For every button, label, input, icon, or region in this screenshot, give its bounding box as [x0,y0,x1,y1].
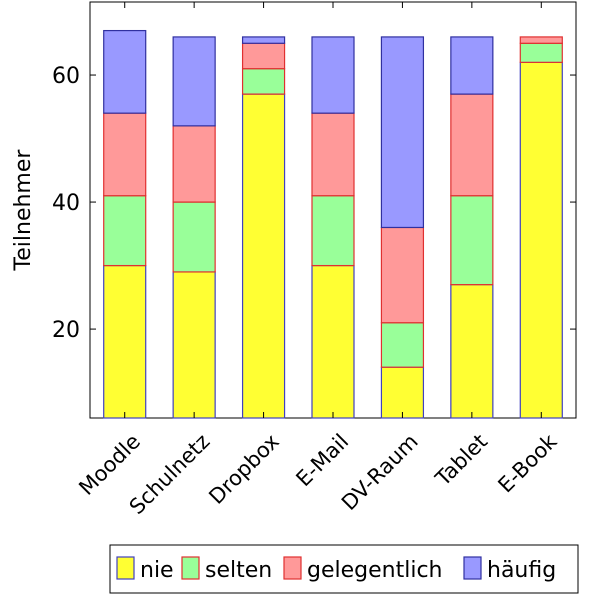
x-tick-label-moodle: Moodle [74,429,145,500]
legend-label-h-ufig: häufig [487,558,556,583]
x-tick-label-e-book: E-Book [493,429,562,498]
bar-segment-nie-tablet [450,284,494,419]
bar-segment-gelegentlich-e-mail [311,112,355,197]
legend-swatch-nie [116,556,135,580]
bar-segment-h-ufig-dv-raum [380,36,425,229]
legend-swatch-gelegentlich [283,556,302,580]
y-axis-label: Teilnehmer [11,149,36,272]
bar-segment-selten-dv-raum [380,322,425,368]
legend-swatch-selten [181,556,200,580]
bar-segment-nie-e-book [519,61,563,419]
bar-segment-nie-e-mail [311,264,355,419]
bar-segment-gelegentlich-dv-raum [380,226,425,324]
bar-segment-nie-dv-raum [380,366,425,419]
x-tick-label-tablet: Tablet [430,429,492,491]
y-tick-label-20: 20 [52,318,80,343]
bar-segment-selten-schulnetz [172,201,216,273]
bar-segment-h-ufig-e-mail [311,36,355,114]
bar-segment-nie-dropbox [241,93,286,419]
x-tick-label-dropbox: Dropbox [204,429,284,509]
bar-segment-h-ufig-dropbox [241,36,286,44]
y-tick-label-40: 40 [52,191,80,216]
bar-segment-selten-e-mail [311,195,355,267]
y-axis: 20 40 60 [52,64,576,343]
legend-label-gelegentlich: gelegentlich [307,558,442,583]
x-tick-label-dv-raum: DV-Raum [337,429,423,515]
bar-segment-h-ufig-tablet [450,36,494,95]
bar-segment-selten-moodle [103,195,147,267]
bar-segment-gelegentlich-dropbox [241,42,286,70]
y-tick-label-60: 60 [52,64,80,89]
bar-segment-gelegentlich-schulnetz [172,125,216,203]
bar-segment-h-ufig-schulnetz [172,36,216,127]
bar-segment-gelegentlich-e-book [519,36,563,44]
bar-segment-selten-e-book [519,42,563,63]
bars-group [103,29,563,419]
bar-segment-gelegentlich-tablet [450,93,494,197]
x-tick-label-e-mail: E-Mail [291,429,353,491]
bar-segment-selten-dropbox [241,68,286,95]
legend: nie selten gelegentlich häufig [109,544,579,594]
legend-label-nie: nie [140,558,174,583]
bar-segment-h-ufig-moodle [103,29,147,114]
bar-segment-nie-moodle [103,264,147,419]
legend-label-selten: selten [205,558,272,583]
bar-segment-nie-schulnetz [172,271,216,419]
bar-segment-gelegentlich-moodle [103,112,147,197]
legend-swatch-h-ufig [463,556,482,580]
bar-segment-selten-tablet [450,195,494,286]
